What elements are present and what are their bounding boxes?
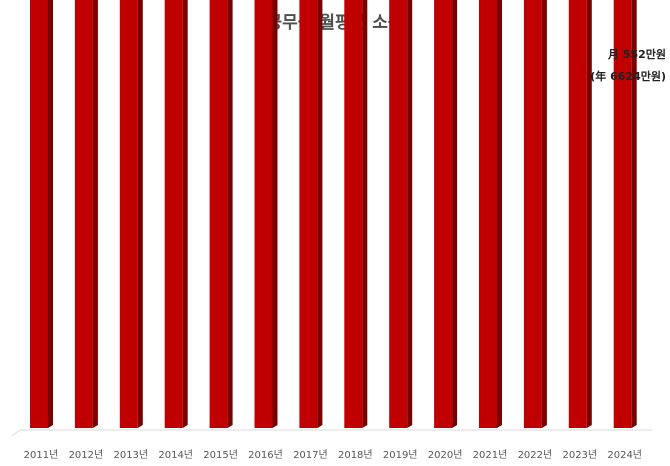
x-tick-label: 2012년: [69, 449, 104, 461]
bar: [613, 0, 632, 428]
x-tick-label: 2016년: [248, 449, 283, 461]
bar: [479, 0, 497, 428]
callout-yearly: (年 6624만원): [590, 70, 666, 83]
bar-side: [317, 0, 323, 428]
bar: [30, 0, 48, 428]
x-tick-label: 2019년: [383, 449, 418, 461]
callout-monthly: 月 552만원: [607, 48, 666, 61]
x-tick-label: 2021년: [473, 449, 508, 461]
x-tick-label: 2020년: [428, 449, 463, 461]
bar-side: [182, 0, 188, 428]
bar-side: [272, 0, 278, 428]
bar-side: [407, 0, 413, 428]
bar-side: [227, 0, 233, 428]
bar: [119, 0, 138, 428]
x-tick-label: 2014년: [158, 449, 193, 461]
gridline-depth: [11, 429, 21, 437]
bar-side: [497, 0, 502, 428]
x-tick-label: 2011년: [24, 449, 59, 461]
x-tick-label: 2017년: [293, 449, 328, 461]
bar-side: [452, 0, 458, 428]
bar-side: [48, 0, 53, 428]
x-tick-label: 2018년: [338, 449, 373, 461]
bar-side: [137, 0, 143, 428]
x-tick-label: 2013년: [113, 449, 148, 461]
bar: [299, 0, 318, 428]
bar: [209, 0, 228, 429]
bar: [434, 0, 453, 428]
bar-side: [92, 0, 98, 428]
bar-side: [631, 0, 637, 428]
bar: [254, 0, 273, 428]
bar-side: [586, 0, 592, 428]
x-tick-label: 2022년: [518, 449, 553, 461]
bar: [344, 0, 363, 428]
bar: [523, 0, 542, 428]
x-tick-label: 2024년: [607, 449, 642, 461]
bar: [389, 0, 408, 428]
bar-side: [541, 0, 547, 428]
bar-side: [362, 0, 368, 428]
bar: [164, 0, 183, 429]
bar: [568, 0, 587, 428]
x-tick-label: 2023년: [562, 449, 597, 461]
bar: [74, 0, 93, 428]
x-tick-label: 2015년: [203, 449, 238, 461]
